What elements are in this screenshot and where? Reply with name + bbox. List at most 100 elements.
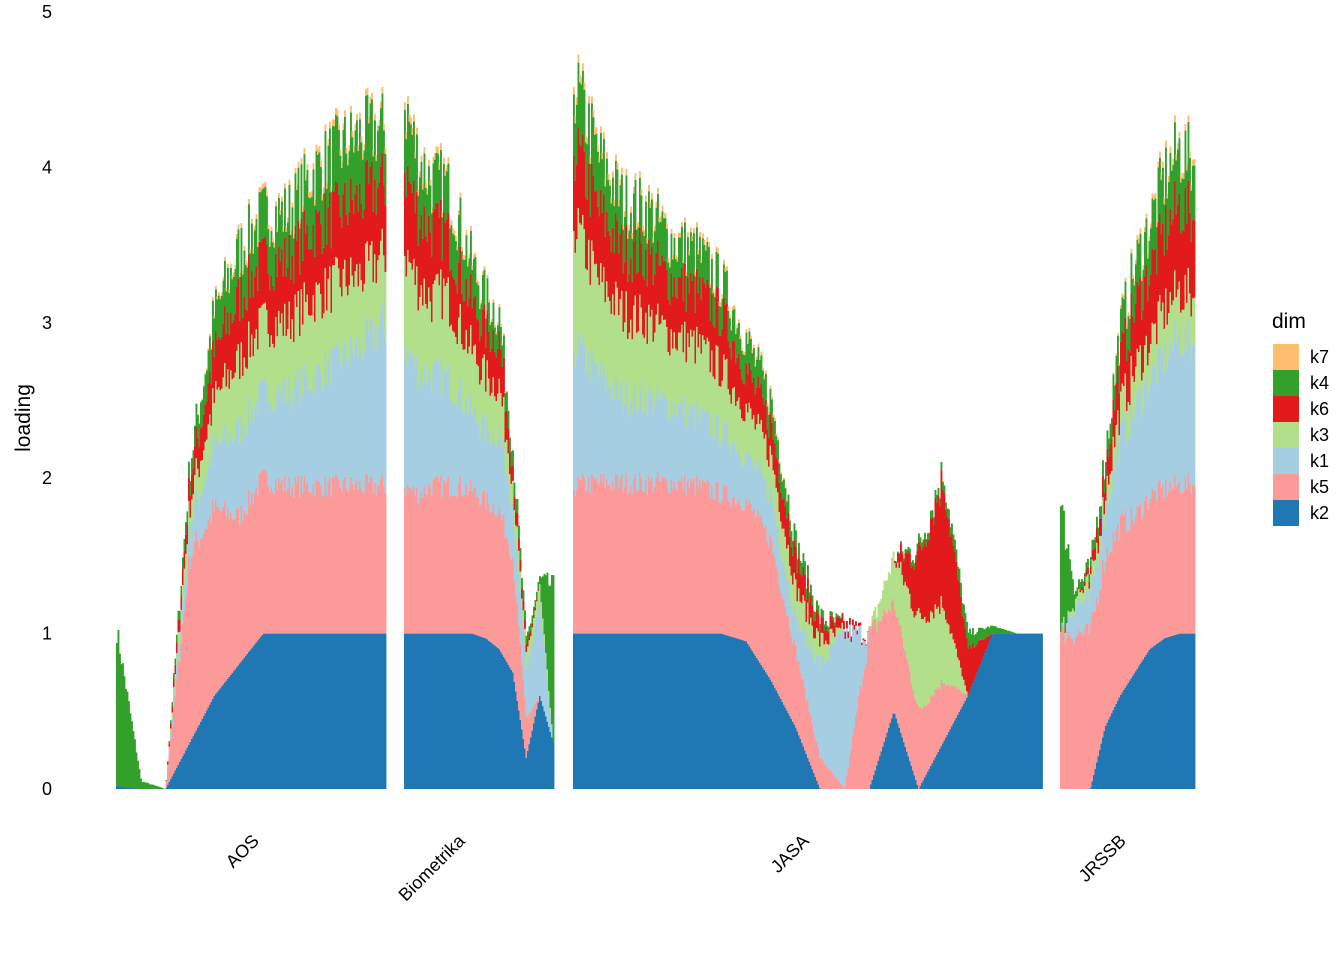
bar-segment-k2 (219, 688, 222, 789)
bar-segment-k2 (182, 756, 184, 789)
bar-segment-k6 (693, 273, 695, 331)
bar-segment-k2 (243, 657, 246, 789)
bar-segment-k1 (691, 408, 694, 482)
bar-segment-k4 (1081, 579, 1083, 587)
bar-segment-k7 (708, 241, 710, 247)
bar-segment-k4 (287, 222, 289, 268)
bar-segment-k2 (958, 712, 961, 789)
bar-segment-k3 (1123, 386, 1125, 421)
bar-segment-k3 (1085, 576, 1088, 591)
bar-segment-k1 (672, 415, 674, 490)
bar-segment-k7 (339, 149, 342, 156)
bar-segment-k1 (732, 443, 734, 498)
bar-segment-k2 (135, 788, 138, 789)
bar-segment-k7 (601, 152, 604, 160)
bar-segment-k3 (419, 296, 421, 379)
bar-segment-k3 (483, 354, 486, 414)
bar-segment-k3 (1097, 553, 1100, 568)
bar-segment-k4 (594, 134, 596, 192)
bar-segment-k5 (1136, 505, 1139, 669)
bar-segment-k5 (694, 495, 697, 634)
bar-segment-k7 (759, 356, 761, 361)
bar-segment-k5 (949, 686, 952, 730)
bar-segment-k1 (426, 385, 429, 495)
bar-segment-k6 (808, 602, 811, 625)
bar-segment-k1 (1100, 550, 1103, 590)
bar-segment-k4 (270, 230, 273, 276)
bar-segment-k3 (645, 312, 647, 393)
y-tick-label: 1 (42, 624, 52, 644)
bar-segment-k1 (633, 390, 635, 479)
bar-segment-k6 (489, 351, 492, 396)
bar-segment-k4 (1072, 579, 1074, 609)
bar-segment-k7 (619, 178, 622, 186)
bar-segment-k2 (967, 694, 970, 789)
bar-segment-k6 (597, 206, 599, 278)
bar-segment-k5 (225, 515, 228, 681)
bar-segment-k4 (137, 760, 139, 789)
bar-segment-k7 (727, 306, 730, 311)
bar-segment-k5 (431, 496, 433, 634)
bar-segment-k3 (763, 438, 766, 481)
bar-segment-k3 (646, 343, 649, 416)
bar-segment-k3 (840, 628, 842, 633)
bar-segment-k6 (365, 161, 367, 244)
bar-segment-k5 (347, 492, 349, 634)
bar-segment-k6 (518, 538, 520, 551)
bar-segment-k1 (183, 586, 186, 611)
bar-segment-k6 (619, 234, 622, 299)
bar-segment-k2 (1123, 690, 1125, 789)
bar-segment-k2 (188, 744, 190, 789)
bar-segment-k5 (1067, 630, 1070, 789)
bar-segment-k4 (706, 241, 709, 280)
bar-segment-k5 (278, 477, 280, 634)
bar-segment-k5 (747, 504, 749, 644)
bar-segment-k4 (1094, 537, 1097, 548)
bar-segment-k6 (702, 277, 704, 336)
bar-segment-k5 (209, 514, 211, 705)
bar-segment-k5 (844, 785, 847, 789)
bar-segment-k4 (1136, 239, 1139, 282)
bar-segment-k5 (1066, 638, 1068, 789)
bar-segment-k6 (609, 235, 611, 301)
bar-segment-k5 (660, 480, 662, 634)
bar-segment-k6 (591, 163, 593, 241)
bar-segment-k3 (1105, 500, 1107, 517)
bar-segment-k4 (984, 629, 986, 640)
bar-segment-k7 (757, 343, 760, 348)
bar-segment-k1 (783, 562, 785, 601)
bar-segment-k5 (488, 503, 490, 641)
bar-segment-k4 (257, 246, 259, 291)
bar-segment-k7 (616, 162, 619, 170)
bar-segment-k2 (750, 648, 752, 789)
bar-segment-k2 (459, 633, 462, 789)
bar-segment-k5 (1096, 597, 1098, 763)
bar-segment-k1 (485, 443, 487, 510)
bar-segment-k4 (685, 275, 688, 312)
bar-segment-k3 (784, 536, 787, 571)
bar-segment-k2 (240, 661, 243, 789)
bar-segment-k6 (410, 183, 412, 264)
bar-segment-k5 (177, 662, 180, 765)
bar-segment-k3 (577, 208, 580, 334)
bar-segment-k5 (234, 518, 237, 670)
bar-segment-k7 (1171, 164, 1173, 171)
bar-segment-k6 (741, 379, 743, 419)
bar-segment-k4 (811, 595, 814, 606)
bar-segment-k6 (272, 285, 274, 344)
bar-segment-k7 (497, 322, 499, 326)
bar-segment-k1 (536, 617, 538, 701)
bar-segment-k2 (1093, 775, 1095, 789)
bar-segment-k2 (774, 687, 776, 789)
bar-segment-k3 (279, 323, 282, 394)
bar-segment-k4 (720, 306, 722, 336)
bar-segment-k3 (736, 401, 739, 452)
bar-segment-k1 (300, 368, 303, 477)
bar-segment-k5 (874, 618, 877, 771)
bar-segment-k1 (868, 625, 871, 627)
bar-segment-k2 (368, 633, 370, 789)
bar-segment-k3 (708, 341, 710, 412)
bar-segment-k3 (326, 310, 328, 384)
bar-segment-k3 (287, 328, 289, 398)
bar-segment-k3 (787, 544, 790, 579)
